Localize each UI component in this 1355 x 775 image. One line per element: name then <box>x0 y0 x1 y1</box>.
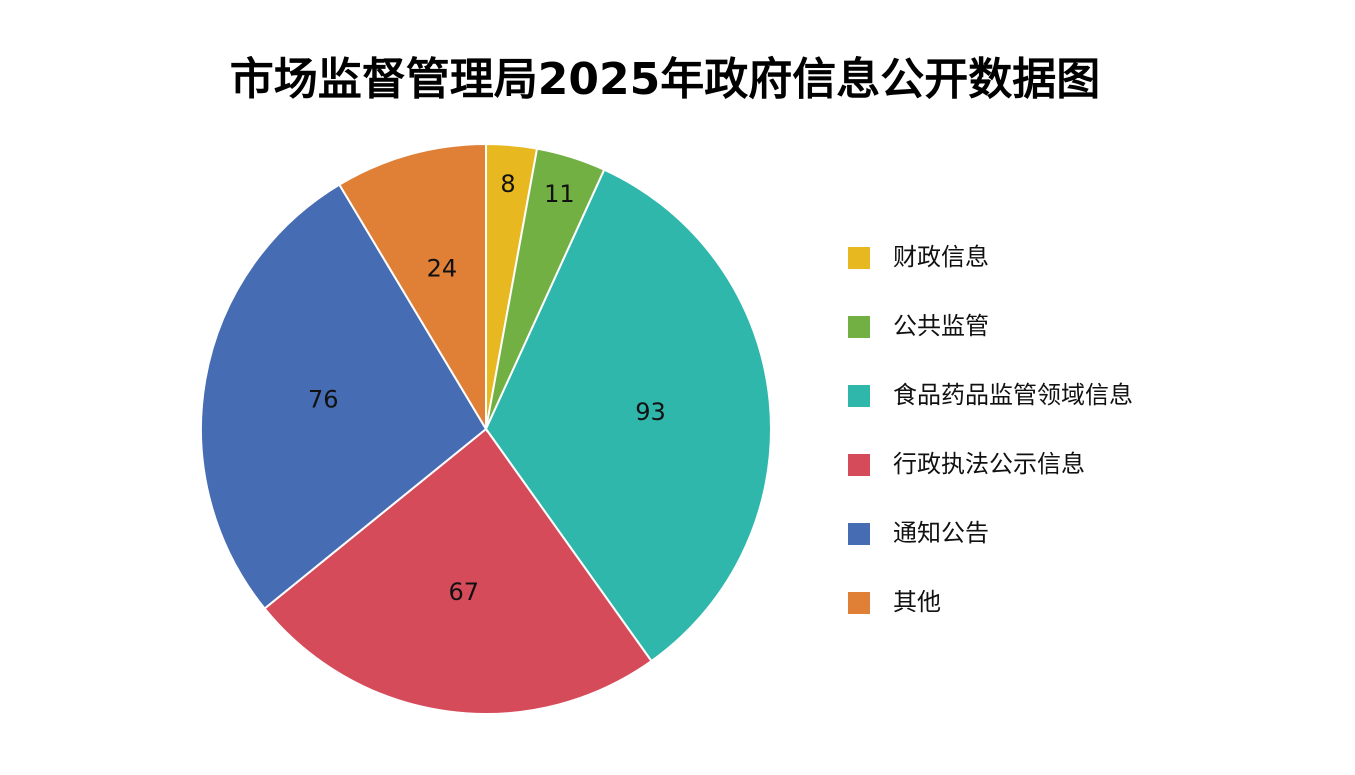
legend-swatch <box>848 592 870 614</box>
data-label: 8 <box>500 170 515 198</box>
pie-slice <box>484 168 772 663</box>
pie-slice <box>200 183 488 610</box>
legend-label: 财政信息 <box>893 243 989 271</box>
data-label: 67 <box>448 578 479 606</box>
data-label: 93 <box>635 398 666 426</box>
legend-swatch <box>848 247 870 269</box>
legend-swatch <box>848 523 870 545</box>
legend-label: 食品药品监管领域信息 <box>893 381 1133 409</box>
legend-label: 公共监管 <box>893 312 989 340</box>
data-label: 76 <box>308 385 339 413</box>
data-label: 11 <box>544 180 575 208</box>
pie-slice <box>263 427 653 715</box>
legend-label: 其他 <box>893 588 941 616</box>
chart-title: 市场监督管理局2025年政府信息公开数据图 <box>230 54 1100 105</box>
legend-label: 通知公告 <box>893 519 989 547</box>
legend-swatch <box>848 385 870 407</box>
legend-swatch <box>848 454 870 476</box>
data-label: 24 <box>427 255 458 283</box>
pie-slice <box>337 142 487 433</box>
legend-swatch <box>848 316 870 338</box>
legend-label: 行政执法公示信息 <box>893 450 1085 478</box>
